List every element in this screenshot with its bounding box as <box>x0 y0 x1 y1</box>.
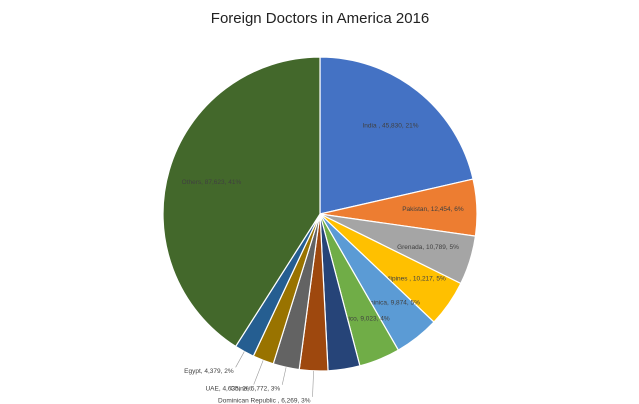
chart-title: Foreign Doctors in America 2016 <box>211 10 429 27</box>
leader-line <box>235 351 245 368</box>
data-label: Dominica, 9,874, 5% <box>360 300 420 307</box>
leader-line <box>281 367 287 385</box>
pie-slice <box>319 56 474 215</box>
data-label: UAE, 4,635, 2% <box>205 385 251 392</box>
data-label: Philipines , 10,217, 5% <box>380 275 446 282</box>
data-label: Mexico, 9,023, 4% <box>336 315 390 322</box>
data-label: India , 45,830, 21% <box>362 122 418 129</box>
data-label: China, 5,772, 3% <box>230 386 280 393</box>
data-label: Egypt, 4,379, 2% <box>184 368 234 375</box>
leader-line <box>253 360 264 385</box>
pie-slice <box>162 56 321 348</box>
data-label: Pakistan, 12,454, 6% <box>402 206 464 213</box>
data-label: Grenada, 10,789, 5% <box>397 244 459 251</box>
data-label: Dominican Republic , 6,269, 3% <box>218 398 311 404</box>
leader-line <box>312 370 314 397</box>
data-label: Others, 87,623, 41% <box>182 179 242 186</box>
